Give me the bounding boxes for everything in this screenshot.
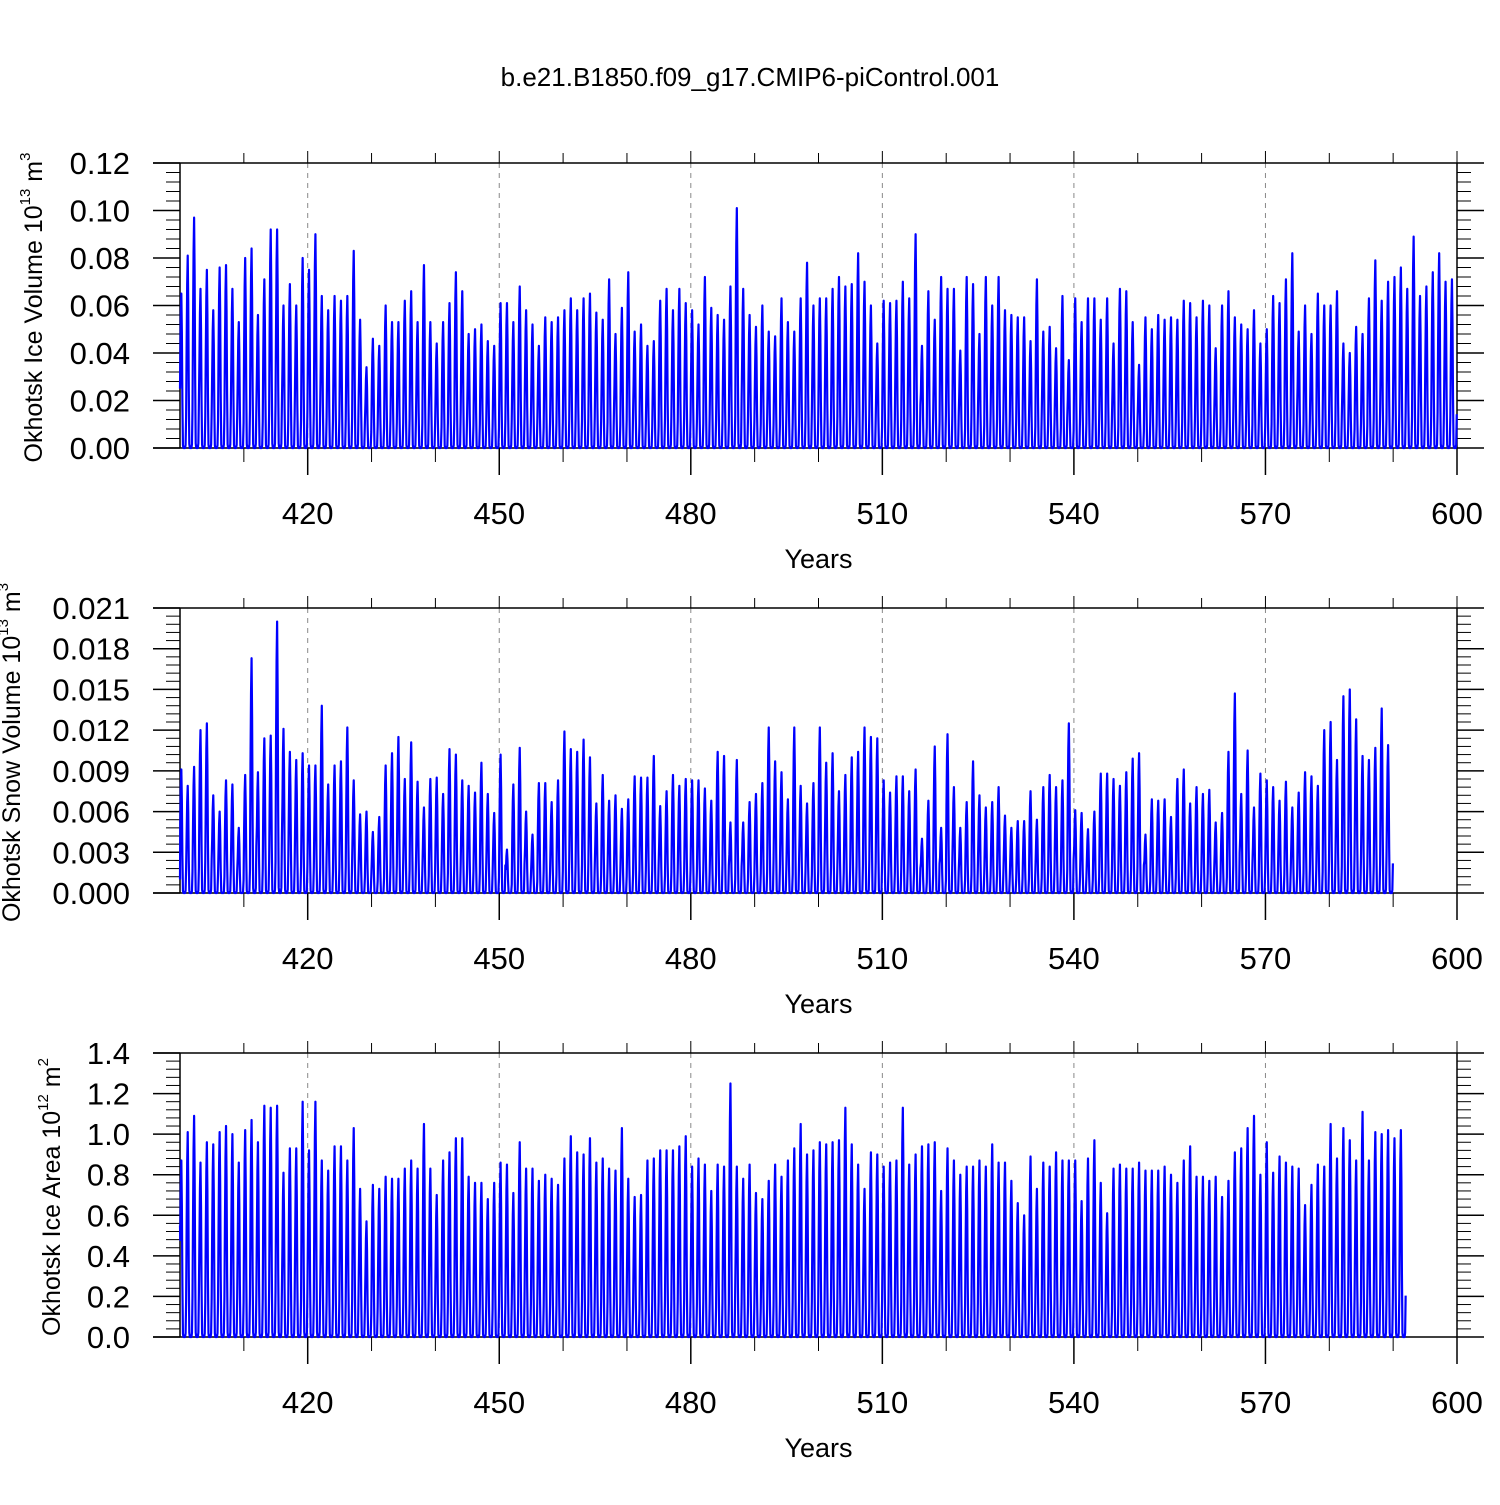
x-axis-label: Years	[784, 1433, 852, 1463]
y-label-exponent: 13	[0, 619, 12, 636]
y-tick-label: 0.04	[70, 336, 130, 371]
x-tick-label: 540	[1048, 496, 1100, 531]
y-tick-label: 0.4	[87, 1239, 130, 1274]
series-line	[178, 1082, 1407, 1339]
y-tick-label: 0.08	[70, 241, 130, 276]
y-tick-label: 0.8	[87, 1158, 130, 1193]
x-tick-label: 420	[282, 496, 334, 531]
y-label-text: Okhotsk Ice Volume 10	[20, 205, 48, 462]
y-tick-label: 0.0	[87, 1320, 130, 1355]
y-tick-label: 0.021	[52, 591, 130, 626]
y-label-unit-exponent: 2	[35, 1058, 52, 1066]
y-label-unit: m	[38, 1066, 66, 1094]
y-label-exponent: 12	[35, 1094, 52, 1111]
y-tick-label: 1.0	[87, 1117, 130, 1152]
y-label-unit-exponent: 3	[0, 583, 12, 591]
x-tick-label: 570	[1240, 496, 1292, 531]
y-label-text: Okhotsk Snow Volume 10	[0, 636, 26, 922]
x-tick-label: 540	[1048, 1385, 1100, 1420]
y-tick-label: 0.00	[70, 431, 130, 466]
x-tick-label: 570	[1240, 1385, 1292, 1420]
series-line	[178, 207, 1458, 450]
x-tick-label: 510	[856, 1385, 908, 1420]
y-tick-label: 0.018	[52, 632, 130, 667]
y-axis-label: Okhotsk Ice Area 1012 m2	[35, 1058, 66, 1336]
chart-panel-1: 0.00 0.02 0.04 0.06 0.08 0.10 0.12 420 450 480 510…	[17, 146, 1484, 574]
y-tick-label: 0.06	[70, 289, 130, 324]
chart-panel-2: 0.000 0.003 0.006 0.009 0.012 0.015 0.018 0.021…	[0, 583, 1484, 1019]
x-tick-label: 450	[473, 941, 525, 976]
y-axis-label: Okhotsk Snow Volume 1013 m3	[0, 583, 26, 922]
x-tick-label: 480	[665, 1385, 717, 1420]
y-tick-label: 0.02	[70, 384, 130, 419]
y-tick-label: 0.10	[70, 194, 130, 229]
y-label-text: Okhotsk Ice Area 10	[38, 1111, 66, 1336]
x-tick-label: 570	[1240, 941, 1292, 976]
figure-title: b.e21.B1850.f09_g17.CMIP6-piControl.001	[501, 62, 1000, 92]
y-tick-label: 0.000	[52, 876, 130, 911]
y-label-unit: m	[20, 161, 48, 189]
x-tick-label: 600	[1431, 1385, 1483, 1420]
x-tick-label: 480	[665, 941, 717, 976]
y-tick-label: 0.12	[70, 146, 130, 181]
chart-panel-3: 0.0 0.2 0.4 0.6 0.8 1.0 1.2 1.4 420 450 480 510 540 5…	[35, 1036, 1484, 1463]
x-tick-label: 600	[1431, 941, 1483, 976]
y-tick-label: 0.012	[52, 713, 130, 748]
y-tick-label: 1.4	[87, 1036, 130, 1071]
y-label-exponent: 13	[17, 189, 34, 206]
y-tick-label: 0.003	[52, 835, 130, 870]
x-tick-label: 450	[473, 1385, 525, 1420]
y-tick-label: 0.2	[87, 1279, 130, 1314]
x-tick-label: 510	[856, 496, 908, 531]
x-tick-label: 420	[282, 1385, 334, 1420]
x-tick-label: 480	[665, 496, 717, 531]
y-axis-label: Okhotsk Ice Volume 1013 m3	[17, 153, 48, 463]
y-tick-label: 0.6	[87, 1198, 130, 1233]
y-tick-label: 0.009	[52, 754, 130, 789]
y-tick-label: 0.015	[52, 672, 130, 707]
x-tick-label: 600	[1431, 496, 1483, 531]
y-label-unit: m	[0, 591, 26, 619]
x-axis-label: Years	[784, 544, 852, 574]
y-tick-label: 1.2	[87, 1077, 130, 1112]
y-tick-label: 0.006	[52, 795, 130, 830]
series-line	[178, 620, 1394, 895]
x-tick-label: 510	[856, 941, 908, 976]
x-axis-label: Years	[784, 989, 852, 1019]
x-tick-label: 420	[282, 941, 334, 976]
x-tick-label: 450	[473, 496, 525, 531]
y-label-unit-exponent: 3	[17, 153, 34, 161]
x-tick-label: 540	[1048, 941, 1100, 976]
